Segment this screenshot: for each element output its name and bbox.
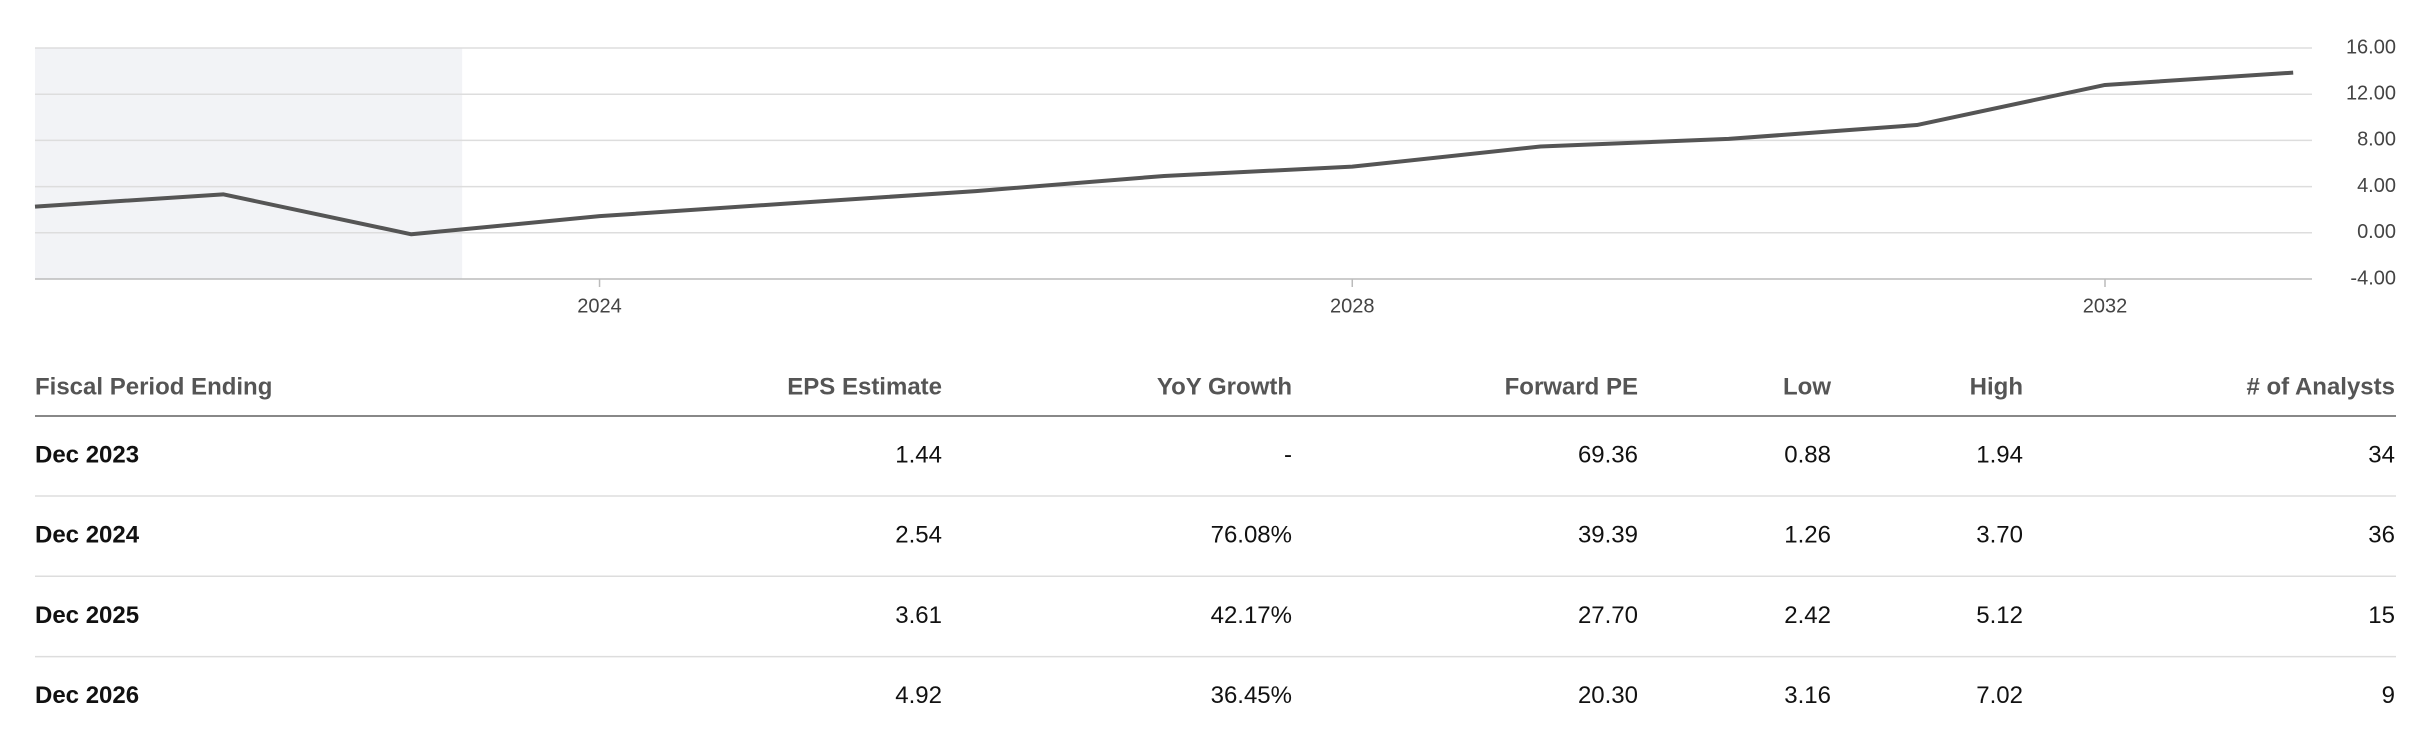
value-cell: 36.45%	[1211, 682, 1292, 709]
x-tick-label: 2024	[577, 295, 622, 317]
value-cell: 3.70	[1976, 522, 2023, 549]
y-tick-label: 4.00	[2357, 175, 2396, 197]
y-tick-label: 0.00	[2357, 221, 2396, 243]
value-cell: 7.02	[1976, 682, 2023, 709]
value-cell: 9	[2382, 682, 2395, 709]
column-header: Fiscal Period Ending	[35, 373, 272, 400]
y-tick-label: 12.00	[2346, 82, 2396, 104]
y-tick-label: -4.00	[2350, 267, 2396, 289]
period-cell: Dec 2024	[35, 522, 140, 549]
x-tick-label: 2028	[1330, 295, 1375, 317]
value-cell: 76.08%	[1211, 522, 1292, 549]
value-cell: 2.42	[1784, 602, 1831, 629]
period-cell: Dec 2025	[35, 602, 139, 629]
value-cell: 4.92	[895, 682, 942, 709]
value-cell: 36	[2368, 522, 2395, 549]
eps-line	[34, 70, 2294, 237]
value-cell: 1.44	[895, 441, 942, 468]
value-cell: 3.61	[895, 602, 942, 629]
column-header: Forward PE	[1505, 373, 1638, 400]
history-shade	[35, 48, 463, 279]
value-cell: 34	[2368, 441, 2395, 468]
column-header: YoY Growth	[1157, 373, 1292, 400]
value-cell: 5.12	[1976, 602, 2023, 629]
column-header: EPS Estimate	[787, 373, 942, 400]
value-cell: 27.70	[1578, 602, 1638, 629]
value-cell: 20.30	[1578, 682, 1638, 709]
value-cell: 1.94	[1976, 441, 2023, 468]
value-cell: 39.39	[1578, 522, 1638, 549]
column-header: # of Analysts	[2247, 373, 2396, 400]
column-header: Low	[1783, 373, 1831, 400]
y-tick-label: 16.00	[2346, 36, 2396, 58]
period-cell: Dec 2026	[35, 682, 139, 709]
value-cell: 69.36	[1578, 441, 1638, 468]
value-cell: 2.54	[895, 522, 942, 549]
value-cell: 0.88	[1784, 441, 1831, 468]
value-cell: -	[1284, 441, 1292, 468]
x-tick-label: 2032	[2083, 295, 2128, 317]
value-cell: 1.26	[1784, 522, 1831, 549]
y-tick-label: 8.00	[2357, 129, 2396, 151]
value-cell: 15	[2368, 602, 2395, 629]
period-cell: Dec 2023	[35, 441, 139, 468]
column-header: High	[1970, 373, 2023, 400]
value-cell: 3.16	[1784, 682, 1831, 709]
value-cell: 42.17%	[1211, 602, 1292, 629]
